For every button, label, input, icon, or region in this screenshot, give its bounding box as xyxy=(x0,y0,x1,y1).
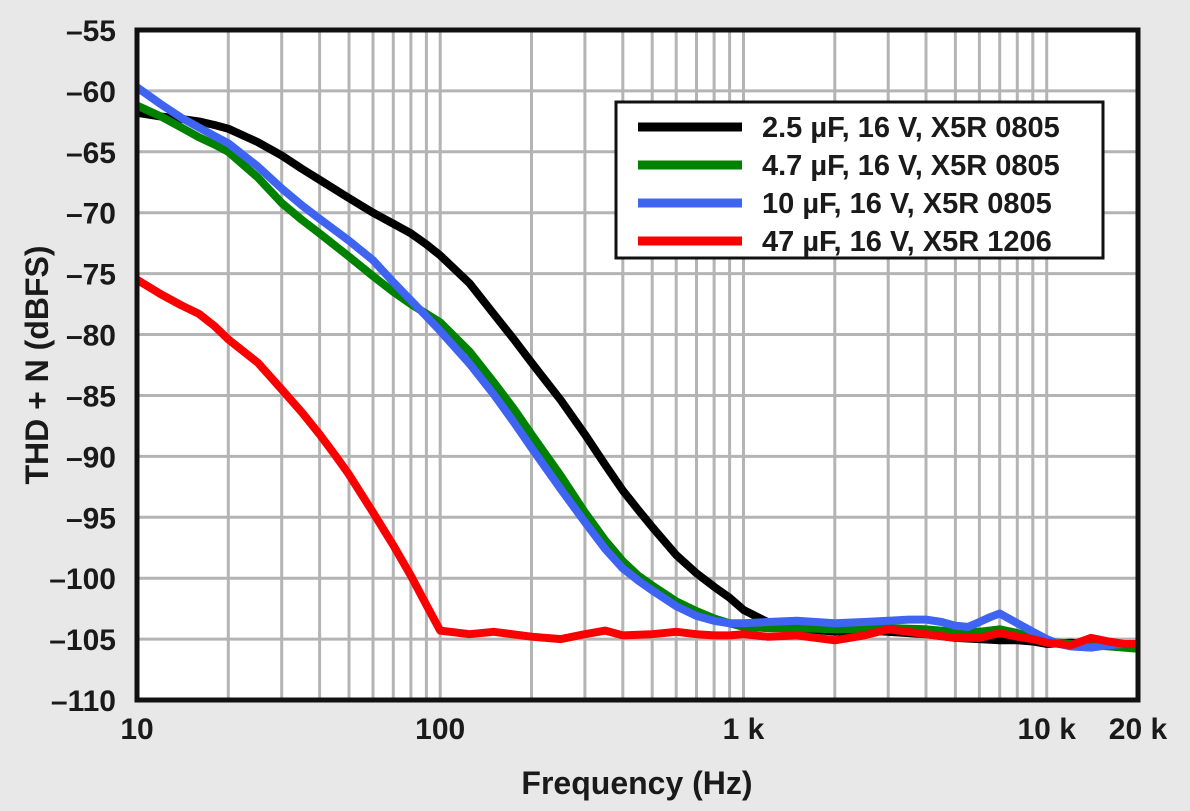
legend-label-4: 47 µF, 16 V, X5R 1206 xyxy=(762,226,1052,258)
y-axis-tick-labels: –55 –60 –65 –70 –75 –80 –85 –90 –95 –100 –105 –110 xyxy=(49,15,116,718)
y-tick-label: –65 xyxy=(66,137,116,170)
y-axis-title: THD + N (dBFS) xyxy=(19,245,55,484)
y-tick-label: –60 xyxy=(66,76,116,109)
legend-label-1: 2.5 µF, 16 V, X5R 0805 xyxy=(762,112,1060,144)
y-tick-label: –75 xyxy=(66,259,116,292)
legend-label-3: 10 µF, 16 V, X5R 0805 xyxy=(762,188,1052,220)
curves xyxy=(134,84,1139,653)
x-axis-tick-labels: 10 100 1 k 10 k 20 k xyxy=(120,713,1167,746)
legend: 2.5 µF, 16 V, X5R 0805 4.7 µF, 16 V, X5R … xyxy=(614,100,1105,260)
x-tick-label: 20 k xyxy=(1109,713,1168,746)
y-tick-label: –100 xyxy=(49,563,116,596)
y-tick-label: –110 xyxy=(51,685,116,718)
y-tick-label: –105 xyxy=(49,624,116,657)
series-line-3 xyxy=(134,84,1138,652)
y-tick-label: –90 xyxy=(66,441,116,474)
series-line-4 xyxy=(134,276,1138,650)
series-line-1 xyxy=(136,108,1139,653)
y-tick-label: –55 xyxy=(66,15,116,48)
x-tick-label: 10 k xyxy=(1018,713,1077,746)
plot-border xyxy=(134,27,1141,703)
x-axis-title: Frequency (Hz) xyxy=(521,765,752,801)
x-tick-label: 10 xyxy=(120,713,153,746)
y-tick-label: –80 xyxy=(66,320,116,353)
x-tick-label: 1 k xyxy=(723,713,765,746)
y-tick-label: –85 xyxy=(66,381,116,414)
x-tick-label: 100 xyxy=(415,713,465,746)
y-tick-label: –95 xyxy=(66,502,116,535)
legend-label-2: 4.7 µF, 16 V, X5R 0805 xyxy=(762,150,1060,182)
y-tick-label: –70 xyxy=(66,198,116,231)
